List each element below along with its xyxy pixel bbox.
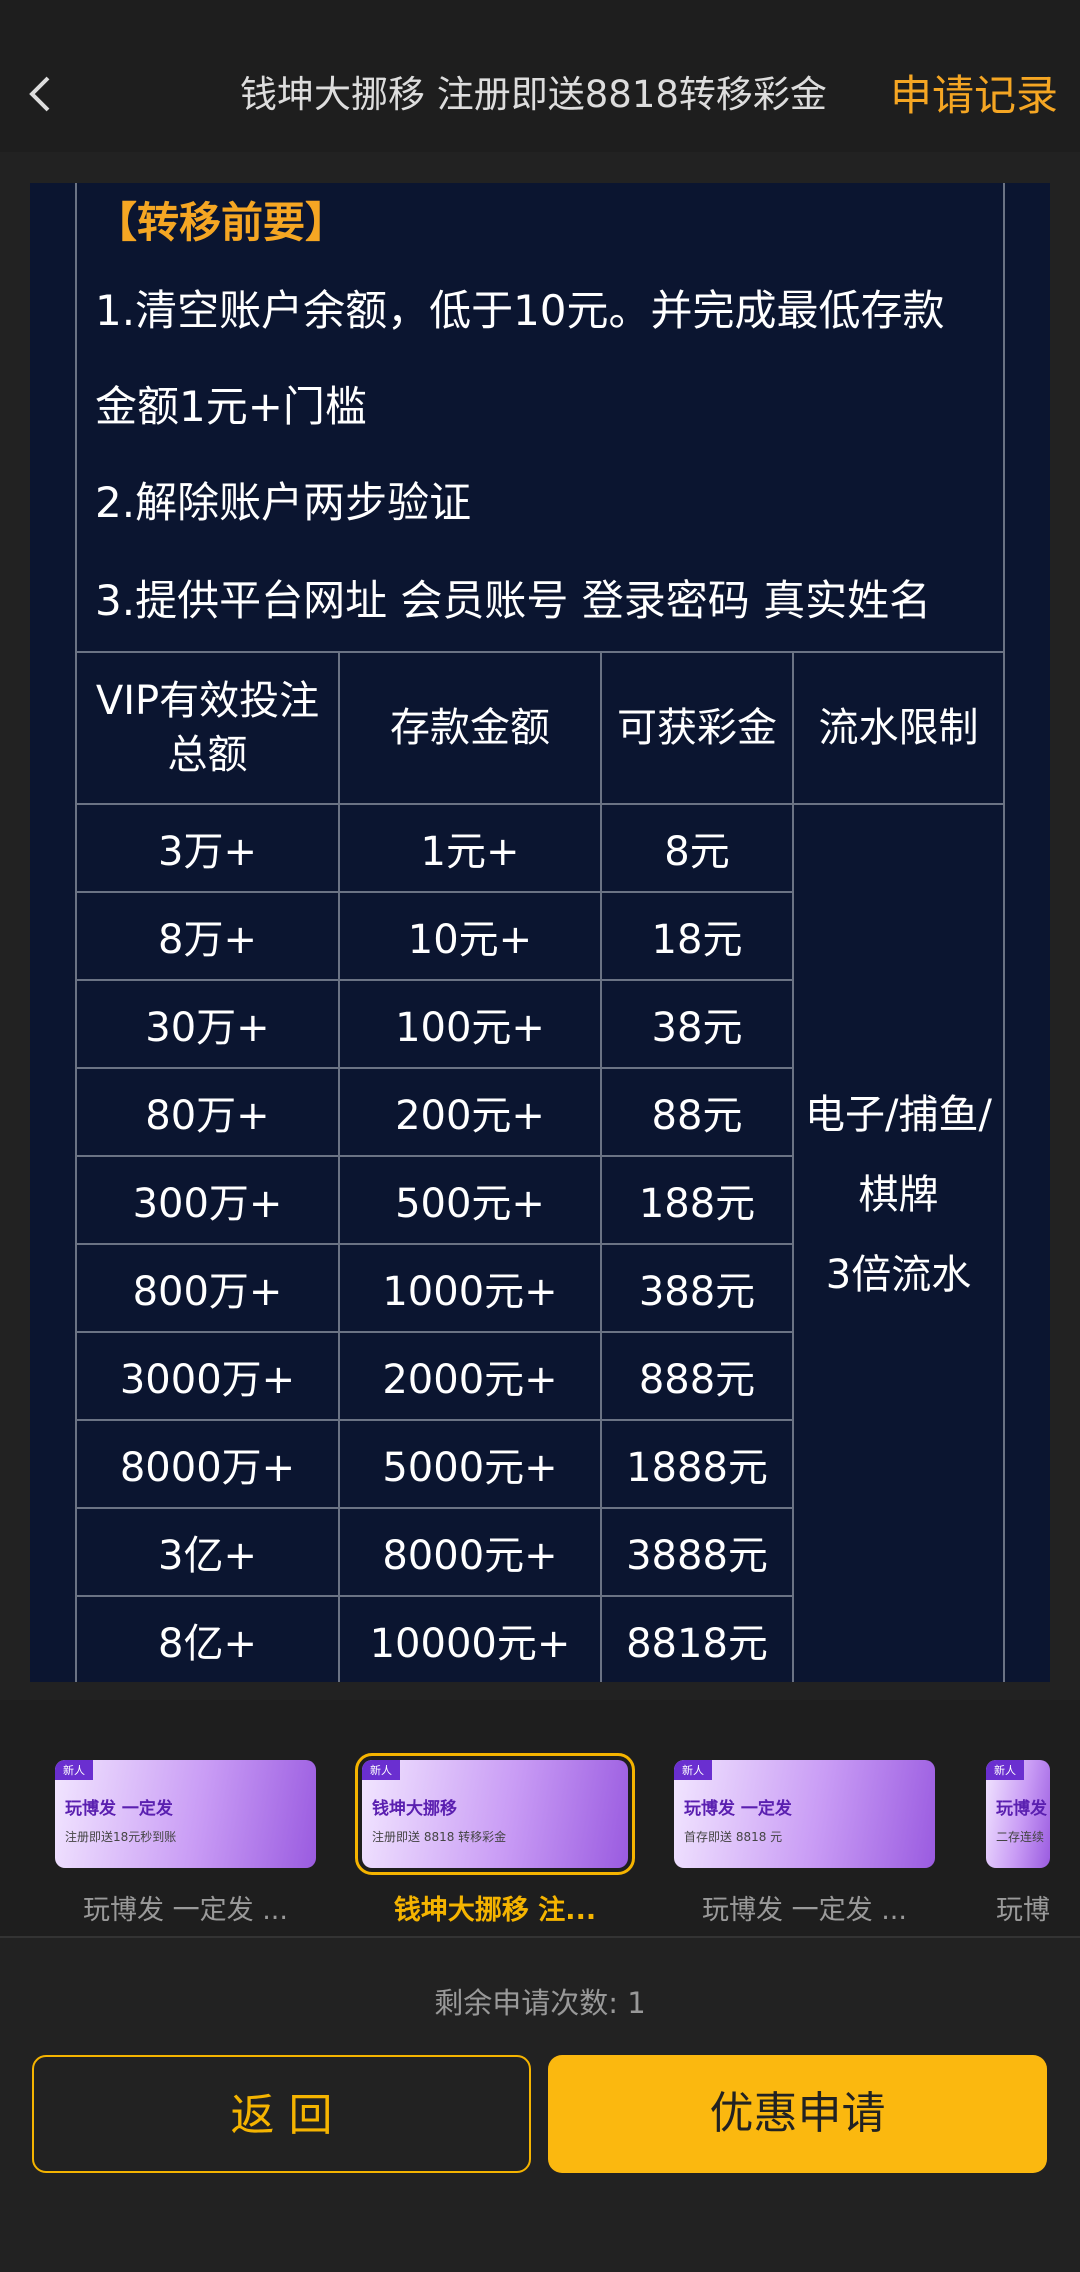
thumb-title: 钱坤大挪移 — [372, 1799, 457, 1819]
thumb-subtitle: 首存即送 8818 元 — [684, 1830, 783, 1844]
column-header: VIP有效投注总额 — [75, 651, 340, 805]
table-cell: 38元 — [600, 979, 794, 1069]
table-cell: 10元+ — [338, 891, 602, 981]
promo-thumbnail[interactable]: 新人玩博发 一定发注册即送18元秒到账 — [55, 1760, 316, 1868]
table-cell: 888元 — [600, 1331, 794, 1421]
thumb-subtitle: 注册即送18元秒到账 — [65, 1830, 177, 1844]
promo-label[interactable]: 钱坤大挪移 注... — [393, 1895, 597, 1926]
promo-label[interactable]: 玩博发 一定发 ... — [83, 1895, 288, 1926]
content-box: 【转移前要】 1.清空账户余额，低于10元。并完成最低存款金额1元+门槛 2.解… — [75, 183, 1005, 1682]
thumb-title: 玩博发 — [996, 1799, 1047, 1819]
remaining-count: 剩余申请次数: 1 — [434, 1986, 646, 2020]
thumb-subtitle: 二存连续 — [996, 1830, 1045, 1844]
table-cell: 388元 — [600, 1243, 794, 1333]
table-row: 3亿+ 8000元+ 3888元 — [75, 1507, 1004, 1597]
table-cell: 200元+ — [338, 1067, 602, 1157]
requirement: 3.提供平台网址 会员账号 登录密码 真实姓名 — [95, 576, 932, 625]
column-header: 流水限制 — [792, 651, 1005, 805]
merged-text: 电子/捕鱼/棋牌 — [805, 1091, 992, 1218]
promo-thumbnail[interactable]: 新人玩博发 一定发首存即送 8818 元 — [674, 1760, 935, 1868]
column-header: 存款金额 — [338, 651, 602, 805]
table-cell: 18元 — [600, 891, 794, 981]
back-icon[interactable] — [26, 74, 56, 114]
divider — [0, 1936, 1080, 1938]
table-cell: 30万+ — [75, 979, 340, 1069]
promo-thumbnail[interactable]: 新人钱坤大挪移注册即送 8818 转移彩金 — [355, 1753, 635, 1875]
table-row: 800万+ 1000元+ 388元 — [75, 1243, 1004, 1333]
merged-cell: 电子/捕鱼/棋牌 3倍流水 — [792, 803, 1005, 1682]
table-cell: 10000元+ — [338, 1595, 602, 1682]
column-header: 可获彩金 — [600, 651, 794, 805]
header-title: 钱坤大挪移 注册即送8818转移彩金 — [240, 73, 827, 116]
table-cell: 1元+ — [338, 803, 602, 893]
table-row: 8亿+ 10000元+ 8818元 — [75, 1595, 1004, 1682]
table-cell: 800万+ — [75, 1243, 340, 1333]
header-row: VIP有效投注总额 存款金额 可获彩金 流水限制 — [75, 651, 1005, 805]
table-cell: 3000万+ — [75, 1331, 340, 1421]
thumb-badge: 新人 — [362, 1760, 400, 1780]
table-row: 3万+ 1元+ 8元电子/捕鱼/棋牌 3倍流水 — [75, 803, 1005, 1682]
table-cell: 300万+ — [75, 1155, 340, 1245]
reward-table: VIP有效投注总额 存款金额 可获彩金 流水限制 3万+ 1元+ 8元电子/捕鱼/棋牌 3倍… — [75, 651, 1005, 1682]
table-cell: 2000元+ — [338, 1331, 602, 1421]
table-cell: 8000万+ — [75, 1419, 340, 1509]
table-cell: 3888元 — [600, 1507, 794, 1597]
table-cell: 1000元+ — [338, 1243, 602, 1333]
table-row: 8万+ 10元+ 18元 — [75, 891, 1004, 981]
table-cell: 188元 — [600, 1155, 794, 1245]
table-row: 3000万+ 2000元+ 888元 — [75, 1331, 1004, 1421]
table-cell: 80万+ — [75, 1067, 340, 1157]
table-cell: 88元 — [600, 1067, 794, 1157]
thumb-subtitle: 注册即送 8818 转移彩金 — [372, 1830, 507, 1844]
thumb-badge: 新人 — [986, 1760, 1024, 1780]
merged-text: 3倍流水 — [825, 1251, 972, 1298]
records-link[interactable]: 申请记录 — [890, 71, 1059, 120]
table-cell: 8亿+ — [75, 1595, 340, 1682]
header: 钱坤大挪移 注册即送8818转移彩金 申请记录 — [0, 0, 1080, 152]
thumb-title: 玩博发 一定发 — [65, 1799, 173, 1819]
requirement: 1.清空账户余额，低于10元。并完成最低存款金额1元+门槛 — [95, 286, 945, 431]
heading: 【转移前要】 — [95, 198, 348, 247]
content-panel: 【转移前要】 1.清空账户余额，低于10元。并完成最低存款金额1元+门槛 2.解… — [30, 183, 1050, 1682]
back-button[interactable]: 返 回 — [32, 2055, 531, 2173]
table-row: 8000万+ 5000元+ 1888元 — [75, 1419, 1004, 1509]
thumb-badge: 新人 — [674, 1760, 712, 1780]
table-cell: 100元+ — [338, 979, 602, 1069]
thumb-title: 玩博发 一定发 — [684, 1799, 792, 1819]
apply-button[interactable]: 优惠申请 — [548, 2055, 1047, 2173]
promo-thumbnail[interactable]: 新人玩博发二存连续 — [986, 1760, 1050, 1868]
table-cell: 8818元 — [600, 1595, 794, 1682]
table-cell: 8万+ — [75, 891, 340, 981]
table-cell: 500元+ — [338, 1155, 602, 1245]
table-row: 80万+ 200元+ 88元 — [75, 1067, 1004, 1157]
thumb-badge: 新人 — [55, 1760, 93, 1780]
table-cell: 8元 — [600, 803, 794, 893]
table-cell: 3万+ — [75, 803, 340, 893]
requirement: 2.解除账户两步验证 — [95, 478, 472, 527]
table-cell: 1888元 — [600, 1419, 794, 1509]
table-cell: 3亿+ — [75, 1507, 340, 1597]
table-row: 30万+ 100元+ 38元 — [75, 979, 1004, 1069]
table-cell: 8000元+ — [338, 1507, 602, 1597]
promo-label[interactable]: 玩博发 一定发 ... — [702, 1895, 907, 1926]
promo-label[interactable]: 玩博 — [996, 1895, 1050, 1926]
table-cell: 5000元+ — [338, 1419, 602, 1509]
table-row: 300万+ 500元+ 188元 — [75, 1155, 1004, 1245]
